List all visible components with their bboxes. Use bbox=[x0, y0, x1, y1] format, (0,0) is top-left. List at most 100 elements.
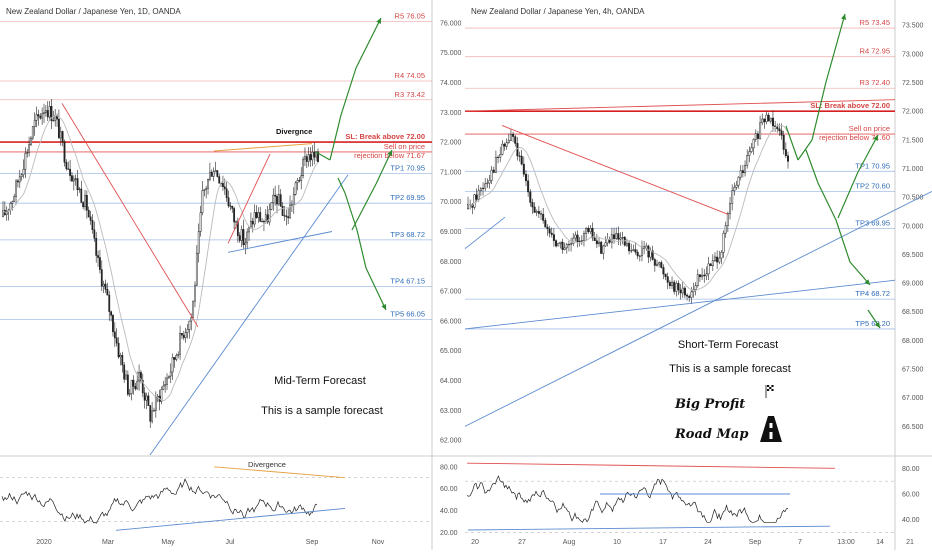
candle-body bbox=[681, 287, 684, 294]
candle bbox=[99, 249, 101, 274]
candle-body bbox=[274, 194, 277, 197]
candle-body bbox=[315, 151, 318, 158]
candle-body bbox=[154, 396, 157, 411]
candle-body bbox=[167, 375, 170, 379]
oscillator-line bbox=[1, 478, 318, 524]
candle bbox=[2, 201, 4, 218]
candle bbox=[117, 337, 120, 359]
candle-body bbox=[210, 171, 213, 177]
candle bbox=[113, 322, 116, 347]
candle bbox=[123, 362, 126, 383]
candle bbox=[750, 142, 753, 154]
candle bbox=[756, 130, 759, 146]
candle-body bbox=[294, 182, 297, 195]
x-tick-label: 2020 bbox=[36, 539, 52, 546]
trendline-down bbox=[501, 125, 729, 215]
candle-body bbox=[179, 333, 181, 355]
projection-arrow bbox=[805, 149, 871, 286]
candle bbox=[270, 202, 273, 211]
candle-body bbox=[44, 110, 47, 113]
candle-body bbox=[242, 229, 245, 246]
candle-body bbox=[160, 389, 163, 402]
candle bbox=[737, 176, 740, 189]
candle bbox=[475, 188, 478, 202]
candle bbox=[677, 280, 680, 296]
level-label: R5 76.05 bbox=[395, 11, 425, 20]
candle bbox=[655, 259, 658, 267]
y-tick-label: 73.000 bbox=[440, 110, 462, 117]
candle bbox=[582, 230, 585, 247]
candle bbox=[199, 205, 202, 237]
candle bbox=[72, 175, 75, 191]
candle bbox=[640, 240, 643, 262]
candle bbox=[505, 138, 508, 150]
candle bbox=[604, 236, 607, 247]
y-tick-label: 72.500 bbox=[902, 80, 924, 87]
candle bbox=[703, 269, 706, 283]
projection-segment bbox=[825, 13, 846, 83]
candle bbox=[63, 139, 66, 167]
candle-body bbox=[559, 241, 562, 244]
y-tick-label: 67.500 bbox=[902, 367, 924, 374]
sell-label: rejection below 71.60 bbox=[819, 133, 890, 142]
candle bbox=[218, 173, 221, 184]
candle-body bbox=[696, 274, 699, 286]
candle-body bbox=[285, 215, 288, 217]
candle bbox=[741, 164, 744, 178]
candle-body bbox=[576, 234, 579, 242]
candle bbox=[567, 240, 570, 252]
candle bbox=[246, 228, 249, 250]
candle-body bbox=[769, 117, 772, 122]
candle-body bbox=[705, 273, 708, 277]
x-tick-label: Sep bbox=[749, 539, 762, 546]
y-tick-label: 71.500 bbox=[902, 137, 924, 144]
candle bbox=[33, 112, 36, 136]
projection-segment bbox=[337, 177, 346, 194]
candle bbox=[720, 249, 723, 264]
candle-body bbox=[718, 257, 721, 263]
candle bbox=[24, 147, 27, 179]
candle bbox=[565, 242, 568, 254]
candle-body bbox=[555, 240, 558, 247]
candle bbox=[679, 284, 682, 300]
candle-body bbox=[765, 114, 768, 123]
candle bbox=[179, 325, 181, 360]
candle bbox=[520, 150, 523, 166]
candle-body bbox=[759, 122, 762, 139]
candle-body bbox=[261, 221, 263, 223]
candle-body bbox=[113, 331, 116, 339]
candle-body bbox=[231, 205, 234, 209]
candle-body bbox=[630, 250, 633, 252]
candle bbox=[43, 103, 45, 124]
road-icon bbox=[760, 416, 782, 442]
candle-body bbox=[473, 194, 476, 208]
candle-body bbox=[39, 115, 42, 119]
candle-body bbox=[268, 209, 271, 223]
candle bbox=[696, 269, 699, 288]
candle bbox=[540, 210, 543, 220]
level-label: TP3 68.72 bbox=[390, 230, 425, 239]
candle-body bbox=[713, 256, 716, 261]
candle bbox=[205, 185, 208, 199]
candle bbox=[104, 279, 107, 294]
candle-body bbox=[636, 251, 639, 257]
text-box-title: Short-Term Forecast bbox=[678, 339, 778, 351]
candle-body bbox=[552, 234, 555, 241]
y-tick-label: 71.000 bbox=[440, 169, 462, 176]
candle-body bbox=[207, 179, 209, 189]
candle-body bbox=[149, 405, 152, 422]
projection-segment bbox=[365, 267, 387, 311]
text-box-brand: Big Profit bbox=[674, 397, 745, 412]
y-tick-label: 67.000 bbox=[440, 289, 462, 296]
y-tick-label: 66.000 bbox=[440, 318, 462, 325]
candle-body bbox=[24, 152, 27, 170]
candle bbox=[630, 243, 633, 254]
candle bbox=[529, 189, 532, 207]
candle-body bbox=[613, 234, 616, 239]
candle-body bbox=[166, 377, 168, 385]
candle bbox=[716, 250, 719, 269]
candle-body bbox=[48, 106, 51, 118]
candle bbox=[671, 276, 674, 290]
candle bbox=[272, 188, 275, 211]
candle bbox=[546, 224, 549, 236]
